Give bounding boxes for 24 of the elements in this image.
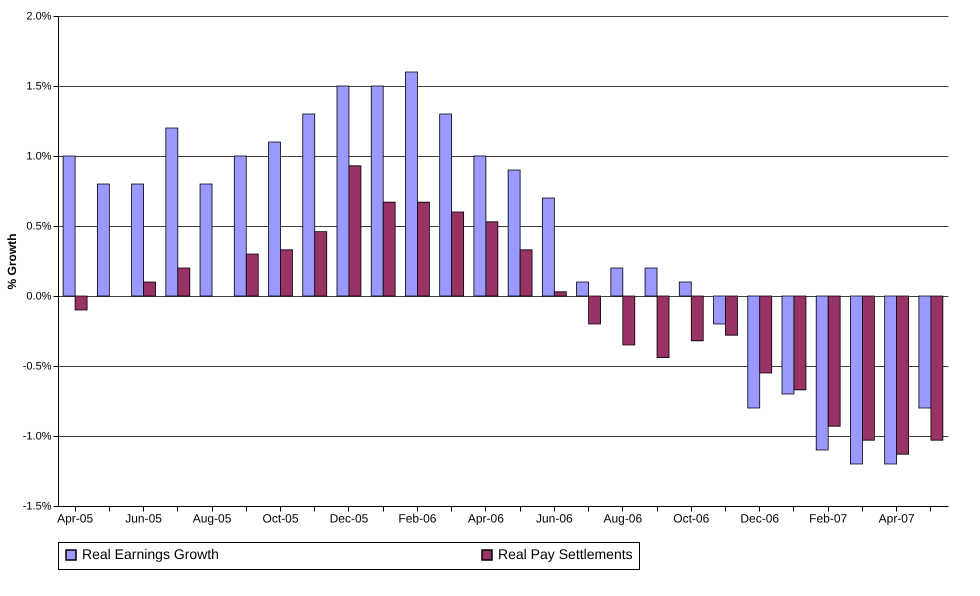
x-tick-label: Jun-06 — [536, 512, 574, 526]
y-tick-label: -1.5% — [22, 500, 52, 512]
y-tick-label: -0.5% — [22, 360, 52, 372]
x-tick-label: Apr-06 — [468, 512, 504, 526]
x-tick-label: Apr-07 — [878, 512, 915, 526]
x-tick-label: Feb-06 — [398, 512, 437, 526]
x-tick-label: Oct-06 — [673, 512, 710, 526]
x-tick-label: Dec-06 — [740, 512, 780, 526]
x-tick-label: Apr-05 — [57, 512, 94, 526]
x-tick-label: Aug-06 — [603, 512, 642, 526]
y-tick-label: -1.0% — [22, 430, 52, 442]
y-tick-label: 1.5% — [26, 80, 52, 92]
y-tick-label: 2.0% — [26, 10, 52, 22]
legend-label: Real Pay Settlements — [498, 546, 633, 562]
x-tick-label: Oct-05 — [262, 512, 299, 526]
x-tick-label: Aug-05 — [192, 512, 232, 526]
y-tick-label: 0.5% — [26, 220, 52, 232]
y-tick-label: 0.0% — [26, 290, 52, 302]
x-tick-label: Feb-07 — [809, 512, 848, 526]
x-tick-label: Dec-05 — [330, 512, 369, 526]
y-tick-label: 1.0% — [26, 150, 52, 162]
y-axis-title: % Growth — [4, 234, 19, 290]
legend-label: Real Earnings Growth — [82, 546, 219, 562]
x-tick-label: Jun-05 — [125, 512, 162, 526]
